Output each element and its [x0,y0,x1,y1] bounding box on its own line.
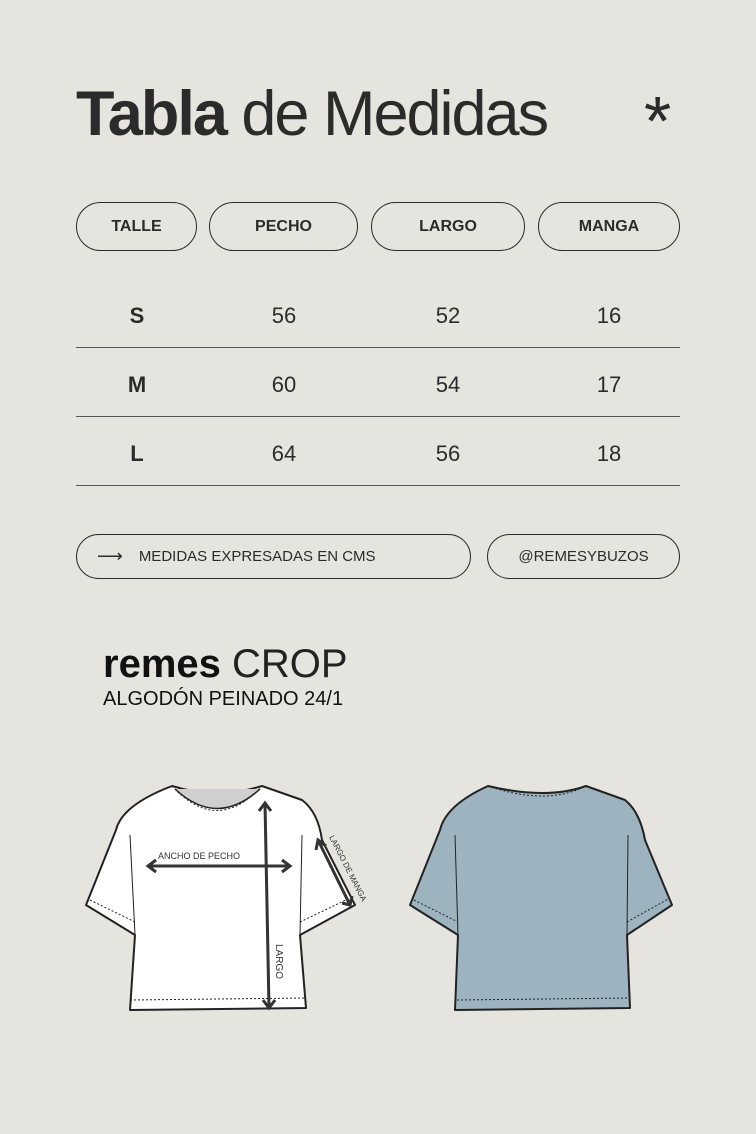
units-note: ⟶ MEDIDAS EXPRESADAS EN CMS [76,534,471,579]
fabric-label: ALGODÓN PEINADO 24/1 [103,688,344,710]
header-manga: MANGA [538,202,680,251]
measure-arrows [145,800,354,1011]
arrow-right-icon: ⟶ [97,546,123,566]
header-pecho: PECHO [209,202,358,251]
page-title: Tabla de Medidas [76,79,549,149]
divider [76,416,680,417]
header-talle: TALLE [76,202,197,251]
asterisk-icon: * [644,82,672,160]
header-largo: LARGO [371,202,525,251]
front-tshirt [85,785,356,1011]
divider [76,347,680,348]
back-tshirt [409,785,673,1011]
brand-logo: remes CROP [103,642,348,686]
divider [76,485,680,486]
length-label: LARGO [273,944,284,979]
chest-label: ANCHO DE PECHO [158,851,240,861]
social-handle: @REMESYBUZOS [487,534,680,579]
